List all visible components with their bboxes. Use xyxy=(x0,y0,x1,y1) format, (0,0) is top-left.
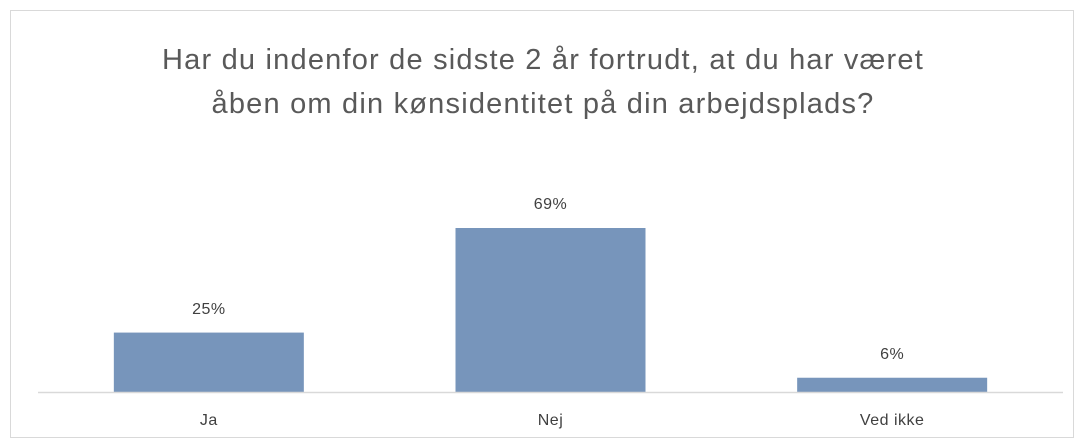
chart-frame xyxy=(10,10,1074,438)
data-label: 69% xyxy=(534,196,568,213)
x-tick-label: Ved ikke xyxy=(860,412,924,429)
data-label: 6% xyxy=(880,346,904,363)
bar xyxy=(113,332,304,392)
chart-title: Har du indenfor de sidste 2 år fortrudt,… xyxy=(162,44,924,120)
bar xyxy=(797,377,988,392)
data-label: 25% xyxy=(192,301,226,318)
bar xyxy=(455,228,646,392)
x-tick-label: Nej xyxy=(538,412,564,429)
x-tick-label: Ja xyxy=(200,412,218,429)
